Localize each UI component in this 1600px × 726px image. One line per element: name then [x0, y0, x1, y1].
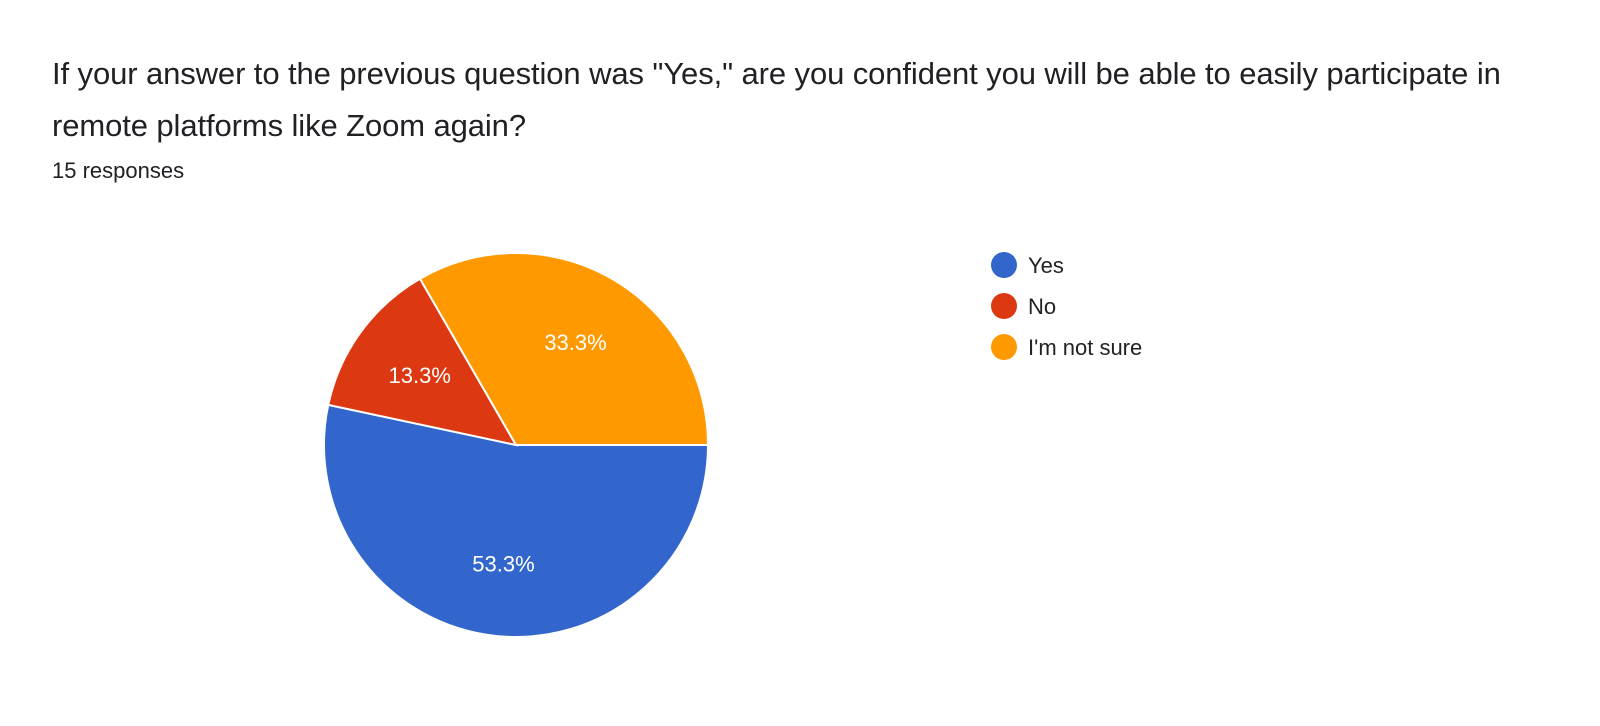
slice-label: 13.3%: [389, 363, 451, 388]
legend-item[interactable]: Yes: [991, 252, 1064, 278]
pie-slice-labels: 53.3% 13.3% 33.3%: [389, 330, 607, 576]
pie-slice-no[interactable]: [327, 277, 518, 447]
legend-label: I'm not sure: [1028, 335, 1142, 360]
legend-label: Yes: [1028, 253, 1064, 278]
legend-swatch: [991, 252, 1017, 278]
pie-slices: [323, 252, 710, 638]
legend-swatch: [991, 293, 1017, 319]
slice-label: 53.3%: [472, 551, 534, 576]
pie-slice-yes[interactable]: [323, 403, 710, 638]
legend-item[interactable]: No: [991, 293, 1056, 319]
chart-legend: Yes No I'm not sure: [991, 252, 1142, 360]
legend-label: No: [1028, 294, 1056, 319]
question-header: If your answer to the previous question …: [52, 48, 1532, 186]
pie-slice-i-m-not-sure[interactable]: [418, 252, 710, 446]
slice-label: 33.3%: [544, 330, 606, 355]
legend-item[interactable]: I'm not sure: [991, 334, 1142, 360]
response-count: 15 responses: [52, 158, 185, 183]
question-title: If your answer to the previous question …: [52, 56, 1501, 143]
legend-swatch: [991, 334, 1017, 360]
